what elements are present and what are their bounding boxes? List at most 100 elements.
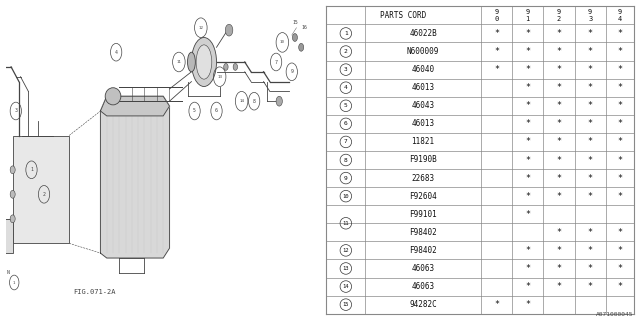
Text: *: * — [557, 282, 561, 291]
Text: PARTS CORD: PARTS CORD — [381, 11, 427, 20]
Text: *: * — [588, 101, 593, 110]
Text: 46063: 46063 — [412, 264, 435, 273]
Text: *: * — [588, 156, 593, 164]
Text: *: * — [557, 156, 561, 164]
Text: 22683: 22683 — [412, 173, 435, 183]
Text: *: * — [588, 192, 593, 201]
Polygon shape — [100, 96, 170, 116]
Text: 2: 2 — [344, 49, 348, 54]
Text: *: * — [618, 173, 623, 183]
Circle shape — [225, 24, 233, 36]
Text: *: * — [557, 246, 561, 255]
Text: 7: 7 — [275, 60, 278, 65]
Text: *: * — [618, 101, 623, 110]
Text: *: * — [588, 83, 593, 92]
Text: *: * — [525, 101, 531, 110]
Text: 0: 0 — [495, 16, 499, 22]
Text: 46022B: 46022B — [409, 29, 437, 38]
Text: 46040: 46040 — [412, 65, 435, 74]
Text: 3: 3 — [588, 16, 593, 22]
Text: A071000045: A071000045 — [596, 312, 634, 317]
Text: *: * — [618, 192, 623, 201]
Text: 3: 3 — [344, 67, 348, 72]
Text: *: * — [618, 119, 623, 128]
Text: F98402: F98402 — [409, 228, 437, 237]
Text: 13: 13 — [217, 75, 222, 79]
Text: 46063: 46063 — [412, 282, 435, 291]
Text: *: * — [588, 119, 593, 128]
Text: 9: 9 — [557, 9, 561, 15]
Text: 12: 12 — [198, 26, 204, 30]
Text: 6: 6 — [215, 108, 218, 114]
Text: *: * — [588, 246, 593, 255]
Text: 11821: 11821 — [412, 137, 435, 147]
Text: *: * — [618, 47, 623, 56]
Text: 8: 8 — [253, 99, 255, 104]
FancyBboxPatch shape — [13, 135, 69, 243]
Text: 2: 2 — [43, 192, 45, 197]
Text: *: * — [618, 228, 623, 237]
Text: 9: 9 — [618, 9, 622, 15]
Circle shape — [10, 166, 15, 174]
Text: 46013: 46013 — [412, 83, 435, 92]
Text: *: * — [557, 65, 561, 74]
Circle shape — [10, 215, 15, 223]
Text: 4: 4 — [115, 50, 118, 55]
Text: 14: 14 — [342, 284, 349, 289]
Text: F92604: F92604 — [409, 192, 437, 201]
Text: 16: 16 — [301, 25, 307, 30]
Text: *: * — [557, 228, 561, 237]
Circle shape — [10, 190, 15, 198]
Text: *: * — [618, 29, 623, 38]
Text: *: * — [588, 65, 593, 74]
Text: 10: 10 — [342, 194, 349, 199]
Text: *: * — [588, 264, 593, 273]
Text: *: * — [618, 83, 623, 92]
Text: 4: 4 — [344, 85, 348, 90]
Text: 14: 14 — [239, 99, 244, 103]
Text: *: * — [494, 29, 499, 38]
Text: *: * — [494, 65, 499, 74]
Text: 8: 8 — [344, 157, 348, 163]
Text: *: * — [557, 137, 561, 147]
Text: *: * — [525, 137, 531, 147]
Text: 13: 13 — [342, 266, 349, 271]
Text: *: * — [557, 83, 561, 92]
Text: *: * — [557, 119, 561, 128]
Bar — [3, 219, 13, 253]
Text: *: * — [618, 65, 623, 74]
Text: *: * — [588, 282, 593, 291]
Text: *: * — [525, 47, 531, 56]
Polygon shape — [100, 96, 170, 258]
Text: 11: 11 — [342, 221, 349, 226]
Text: 10: 10 — [280, 40, 285, 44]
Text: 1: 1 — [344, 31, 348, 36]
Ellipse shape — [196, 45, 212, 79]
Text: F98402: F98402 — [409, 246, 437, 255]
Text: *: * — [557, 173, 561, 183]
Text: *: * — [588, 47, 593, 56]
Text: 15: 15 — [342, 302, 349, 307]
Text: 1: 1 — [13, 281, 15, 284]
Text: *: * — [525, 119, 531, 128]
Text: N: N — [6, 270, 9, 275]
Text: *: * — [494, 300, 499, 309]
Text: 3: 3 — [14, 108, 17, 114]
Text: 5: 5 — [344, 103, 348, 108]
Text: *: * — [557, 47, 561, 56]
Text: 9: 9 — [291, 69, 293, 74]
Text: 9: 9 — [344, 176, 348, 180]
Text: *: * — [588, 228, 593, 237]
Text: *: * — [525, 65, 531, 74]
Ellipse shape — [191, 37, 216, 86]
Text: *: * — [618, 137, 623, 147]
Ellipse shape — [105, 88, 121, 105]
Circle shape — [299, 44, 304, 51]
Text: *: * — [494, 47, 499, 56]
Text: 46013: 46013 — [412, 119, 435, 128]
Text: *: * — [618, 282, 623, 291]
Text: *: * — [525, 29, 531, 38]
Text: *: * — [588, 137, 593, 147]
Text: *: * — [525, 282, 531, 291]
Text: *: * — [557, 29, 561, 38]
